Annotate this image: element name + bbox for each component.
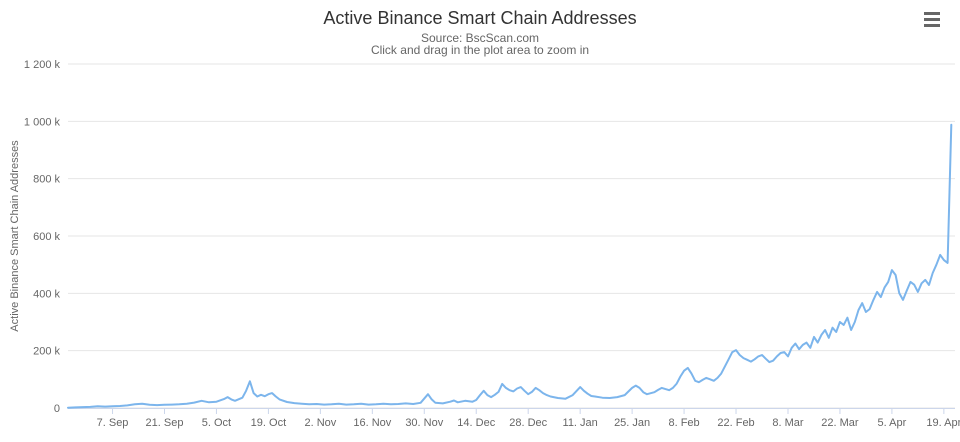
x-axis-tick-label: 5. Oct bbox=[202, 417, 231, 429]
chart-subtitle-hint: Click and drag in the plot area to zoom … bbox=[370, 43, 590, 57]
x-axis-tick-label: 8. Feb bbox=[668, 417, 699, 429]
x-axis-tick-label: 7. Sep bbox=[97, 417, 129, 429]
y-axis-title: Active Binance Smart Chain Addresses bbox=[9, 140, 21, 332]
x-axis-tick-label: 21. Sep bbox=[146, 417, 184, 429]
y-axis-tick-label: 0 bbox=[54, 403, 60, 415]
x-axis-tick-label: 19. Oct bbox=[251, 417, 286, 429]
y-axis-tick-label: 800 k bbox=[33, 174, 60, 186]
hamburger-menu-icon bbox=[924, 11, 940, 15]
context-menu-button[interactable] bbox=[920, 8, 944, 30]
y-axis-tick-label: 1 000 k bbox=[24, 116, 61, 128]
x-axis-tick-label: 22. Feb bbox=[717, 417, 754, 429]
x-axis-tick-label: 14. Dec bbox=[457, 417, 495, 429]
x-axis-tick-label: 11. Jan bbox=[563, 417, 598, 429]
x-axis-tick-label: 2. Nov bbox=[304, 417, 336, 429]
x-axis-tick-label: 28. Dec bbox=[509, 417, 547, 429]
x-axis-tick-label: 8. Mar bbox=[772, 417, 804, 429]
x-axis-tick-label: 25. Jan bbox=[614, 417, 650, 429]
hamburger-menu-icon bbox=[924, 17, 940, 21]
y-axis-tick-label: 400 k bbox=[33, 288, 60, 300]
hamburger-menu-icon bbox=[924, 23, 940, 27]
y-axis-tick-label: 1 200 k bbox=[24, 59, 61, 71]
chart-subtitle-source: Source: BscScan.com bbox=[420, 31, 540, 45]
x-axis-tick-label: 19. Apr bbox=[926, 417, 960, 429]
x-axis-tick-label: 16. Nov bbox=[353, 417, 391, 429]
y-axis-tick-label: 200 k bbox=[33, 346, 60, 358]
x-axis-tick-label: 30. Nov bbox=[405, 417, 443, 429]
x-axis-tick-label: 5. Apr bbox=[878, 417, 907, 429]
chart-title: Active Binance Smart Chain Addresses bbox=[323, 8, 637, 28]
x-axis-tick-label: 22. Mar bbox=[821, 417, 859, 429]
series-line bbox=[67, 123, 953, 409]
y-axis-tick-label: 600 k bbox=[33, 231, 60, 243]
